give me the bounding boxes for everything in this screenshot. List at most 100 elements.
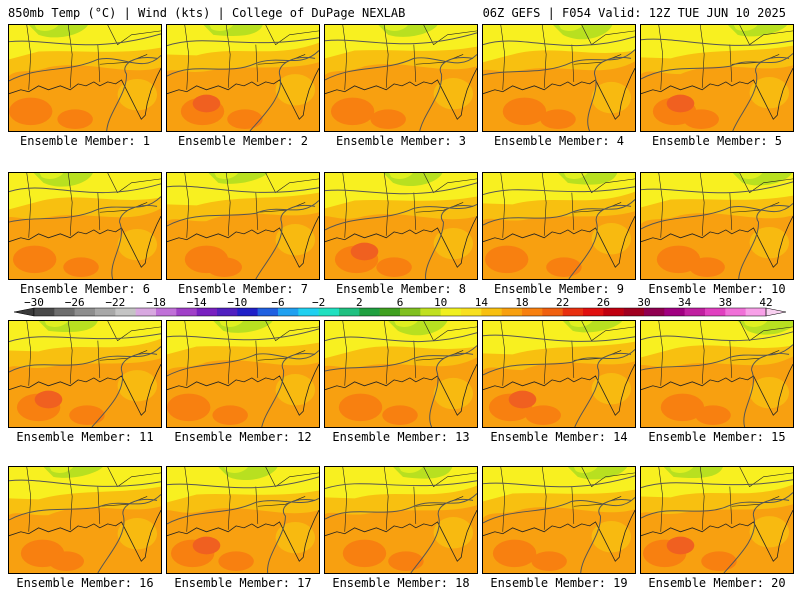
colorbar-tick-label: −6 xyxy=(271,296,284,309)
ensemble-member-map xyxy=(166,466,320,574)
map-title: 850mb Temp (°C) | Wind (kts) | College o… xyxy=(8,6,406,20)
colorbar-swatch xyxy=(176,308,197,316)
colorbar-swatch xyxy=(318,308,340,316)
colorbar-swatch xyxy=(95,308,116,316)
ensemble-member-map xyxy=(324,172,478,280)
ensemble-member-map xyxy=(482,320,636,428)
ensemble-member-label: Ensemble Member: 16 xyxy=(16,576,154,590)
temperature-colorbar: −30 −26 −22 −18 −14 −10 −6 −2 2 6 10 14 18 22 26 30 34 38… xyxy=(13,296,787,317)
ensemble-member-map xyxy=(482,24,636,132)
temperature-map xyxy=(167,321,319,427)
temperature-map xyxy=(325,173,477,279)
temperature-map xyxy=(641,173,793,279)
colorbar-tick-label: −26 xyxy=(65,296,85,309)
colorbar-swatch xyxy=(379,308,401,316)
colorbar-tick-label: 14 xyxy=(475,296,489,309)
colorbar-swatch xyxy=(542,308,563,316)
colorbar-swatch xyxy=(359,308,380,316)
colorbar-swatch xyxy=(420,308,441,316)
colorbar-swatch xyxy=(257,308,279,316)
temperature-map xyxy=(641,321,793,427)
ensemble-member-map xyxy=(8,172,162,280)
temperature-map xyxy=(641,25,793,131)
ensemble-member-map xyxy=(482,172,636,280)
colorbar-swatch xyxy=(196,308,218,316)
colorbar-swatch xyxy=(562,308,584,316)
colorbar-swatch xyxy=(623,308,645,316)
colorbar-swatch xyxy=(74,308,96,316)
colorbar-swatch xyxy=(400,308,421,316)
colorbar-swatch xyxy=(745,308,767,316)
ensemble-member-map xyxy=(640,172,794,280)
colorbar-swatch xyxy=(684,308,706,316)
colorbar-tick-label: −30 xyxy=(24,296,44,309)
colorbar-swatch xyxy=(54,308,75,316)
colorbar-tick-label: 30 xyxy=(637,296,650,309)
colorbar-swatch xyxy=(237,308,258,316)
ensemble-member-label: Ensemble Member: 2 xyxy=(177,134,309,148)
temperature-map xyxy=(9,467,161,573)
ensemble-member-label: Ensemble Member: 1 xyxy=(19,134,151,148)
colorbar-swatch xyxy=(115,308,136,316)
colorbar-swatch xyxy=(298,308,319,316)
colorbar-swatch xyxy=(217,308,238,316)
ensemble-member-label: Ensemble Member: 20 xyxy=(648,576,786,590)
ensemble-member-label: Ensemble Member: 9 xyxy=(493,282,625,296)
temperature-map xyxy=(167,173,319,279)
colorbar-tick-label: −22 xyxy=(105,296,125,309)
colorbar-swatch xyxy=(522,308,543,316)
colorbar-swatch xyxy=(135,308,157,316)
colorbar-swatch xyxy=(644,308,665,316)
temperature-map xyxy=(641,467,793,573)
colorbar-swatch xyxy=(705,308,726,316)
ensemble-member-label: Ensemble Member: 15 xyxy=(648,430,786,444)
temperature-map xyxy=(483,321,635,427)
colorbar-swatch xyxy=(481,308,502,316)
temperature-map xyxy=(325,25,477,131)
colorbar-tick-label: 18 xyxy=(515,296,528,309)
ensemble-member-map xyxy=(166,24,320,132)
colorbar-tick-label: 42 xyxy=(759,296,772,309)
ensemble-member-map xyxy=(640,466,794,574)
colorbar-right-arrow xyxy=(765,307,787,317)
ensemble-member-map xyxy=(8,320,162,428)
colorbar-swatch xyxy=(583,308,604,316)
temperature-map xyxy=(167,467,319,573)
ensemble-member-label: Ensemble Member: 19 xyxy=(490,576,628,590)
temperature-map xyxy=(325,321,477,427)
temperature-map xyxy=(9,321,161,427)
ensemble-member-map xyxy=(166,172,320,280)
colorbar-swatch xyxy=(339,308,360,316)
colorbar-swatch xyxy=(440,308,462,316)
ensemble-member-label: Ensemble Member: 14 xyxy=(490,430,628,444)
temperature-map xyxy=(9,25,161,131)
ensemble-member-label: Ensemble Member: 18 xyxy=(332,576,470,590)
colorbar-swatch xyxy=(34,308,55,316)
ensemble-member-label: Ensemble Member: 7 xyxy=(177,282,309,296)
ensemble-member-map xyxy=(166,320,320,428)
temperature-map xyxy=(483,467,635,573)
colorbar-tick-label: 38 xyxy=(719,296,732,309)
colorbar-swatch xyxy=(278,308,299,316)
ensemble-member-label: Ensemble Member: 11 xyxy=(16,430,154,444)
temperature-map xyxy=(167,25,319,131)
ensemble-member-label: Ensemble Member: 13 xyxy=(332,430,470,444)
ensemble-member-map xyxy=(324,466,478,574)
colorbar-tick-label: −2 xyxy=(312,296,325,309)
colorbar-swatch xyxy=(501,308,523,316)
temperature-map xyxy=(483,173,635,279)
ensemble-member-map xyxy=(8,466,162,574)
valid-time-label: 06Z GEFS | F054 Valid: 12Z TUE JUN 10 20… xyxy=(482,6,786,20)
colorbar-tick-label: 22 xyxy=(556,296,569,309)
colorbar-left-arrow xyxy=(13,307,35,317)
colorbar-tick-label: 26 xyxy=(597,296,610,309)
ensemble-member-label: Ensemble Member: 8 xyxy=(335,282,467,296)
ensemble-member-map xyxy=(8,24,162,132)
ensemble-member-label: Ensemble Member: 4 xyxy=(493,134,625,148)
colorbar-swatch xyxy=(664,308,685,316)
colorbar-tick-label: 6 xyxy=(397,296,404,309)
temperature-map xyxy=(483,25,635,131)
colorbar-swatch xyxy=(156,308,177,316)
colorbar-tick-label: −10 xyxy=(227,296,247,309)
colorbar-tick-label: −18 xyxy=(146,296,166,309)
